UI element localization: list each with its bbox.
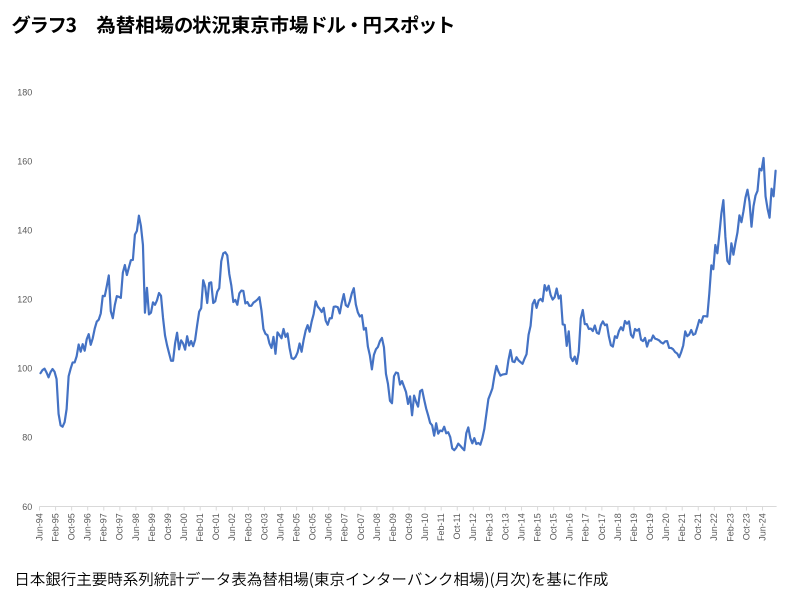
svg-text:60: 60	[22, 502, 32, 512]
svg-text:Oct-07: Oct-07	[356, 513, 366, 540]
svg-text:Oct-99: Oct-99	[163, 513, 173, 540]
svg-text:Jun-18: Jun-18	[613, 513, 623, 541]
svg-text:Feb-99: Feb-99	[147, 513, 157, 542]
svg-text:Oct-19: Oct-19	[645, 513, 655, 540]
svg-text:160: 160	[17, 156, 32, 166]
svg-text:Feb-21: Feb-21	[677, 513, 687, 542]
svg-text:Oct-23: Oct-23	[741, 513, 751, 540]
svg-text:Feb-19: Feb-19	[629, 513, 639, 542]
svg-text:Jun-98: Jun-98	[131, 513, 141, 541]
svg-text:Jun-12: Jun-12	[468, 513, 478, 541]
svg-text:Jun-22: Jun-22	[709, 513, 719, 541]
svg-text:Feb-03: Feb-03	[243, 513, 253, 542]
svg-text:Feb-23: Feb-23	[725, 513, 735, 542]
svg-text:Jun-96: Jun-96	[83, 513, 93, 541]
svg-text:Jun-94: Jun-94	[34, 513, 44, 541]
svg-text:80: 80	[22, 433, 32, 443]
svg-text:Jun-06: Jun-06	[324, 513, 334, 541]
svg-text:Oct-17: Oct-17	[597, 513, 607, 540]
svg-text:Feb-13: Feb-13	[484, 513, 494, 542]
svg-text:Jun-00: Jun-00	[179, 513, 189, 541]
svg-text:100: 100	[17, 364, 32, 374]
svg-text:Feb-97: Feb-97	[99, 513, 109, 542]
svg-text:Oct-97: Oct-97	[115, 513, 125, 540]
svg-text:Feb-95: Feb-95	[50, 513, 60, 542]
svg-text:Feb-17: Feb-17	[581, 513, 591, 542]
svg-text:Oct-21: Oct-21	[693, 513, 703, 540]
svg-text:Oct-13: Oct-13	[500, 513, 510, 540]
svg-text:Jun-02: Jun-02	[227, 513, 237, 541]
svg-text:Jun-16: Jun-16	[565, 513, 575, 541]
svg-text:Jun-14: Jun-14	[516, 513, 526, 541]
svg-text:Oct-05: Oct-05	[308, 513, 318, 540]
svg-text:Jun-10: Jun-10	[420, 513, 430, 541]
svg-text:Oct-01: Oct-01	[211, 513, 221, 540]
svg-text:Feb-09: Feb-09	[388, 513, 398, 542]
svg-text:120: 120	[17, 295, 32, 305]
svg-text:Oct-15: Oct-15	[549, 513, 559, 540]
svg-text:180: 180	[17, 87, 32, 97]
svg-text:Jun-04: Jun-04	[275, 513, 285, 541]
svg-text:Feb-11: Feb-11	[436, 513, 446, 541]
svg-text:Feb-05: Feb-05	[291, 513, 301, 542]
svg-text:Feb-07: Feb-07	[340, 513, 350, 542]
svg-text:Oct-09: Oct-09	[404, 513, 414, 540]
svg-text:Oct-95: Oct-95	[67, 513, 77, 540]
svg-text:Oct-11: Oct-11	[452, 513, 462, 539]
svg-text:Feb-15: Feb-15	[533, 513, 543, 542]
svg-text:Feb-01: Feb-01	[195, 513, 205, 542]
svg-text:Oct-03: Oct-03	[259, 513, 269, 540]
svg-text:140: 140	[17, 225, 32, 235]
svg-text:Jun-20: Jun-20	[661, 513, 671, 541]
svg-text:Jun-08: Jun-08	[372, 513, 382, 541]
svg-text:Jun-24: Jun-24	[757, 513, 767, 541]
